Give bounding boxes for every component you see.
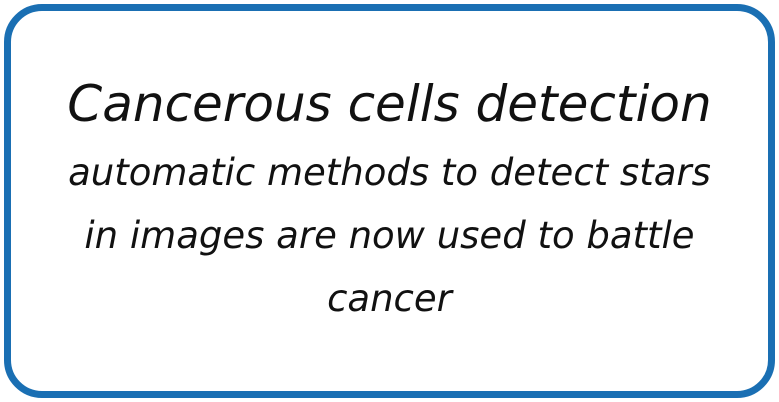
card-body-text: automatic methods to detect stars in ima…	[68, 150, 711, 320]
info-card: Cancerous cells detection automatic meth…	[4, 4, 775, 398]
card-title: Cancerous cells detection	[67, 74, 712, 133]
